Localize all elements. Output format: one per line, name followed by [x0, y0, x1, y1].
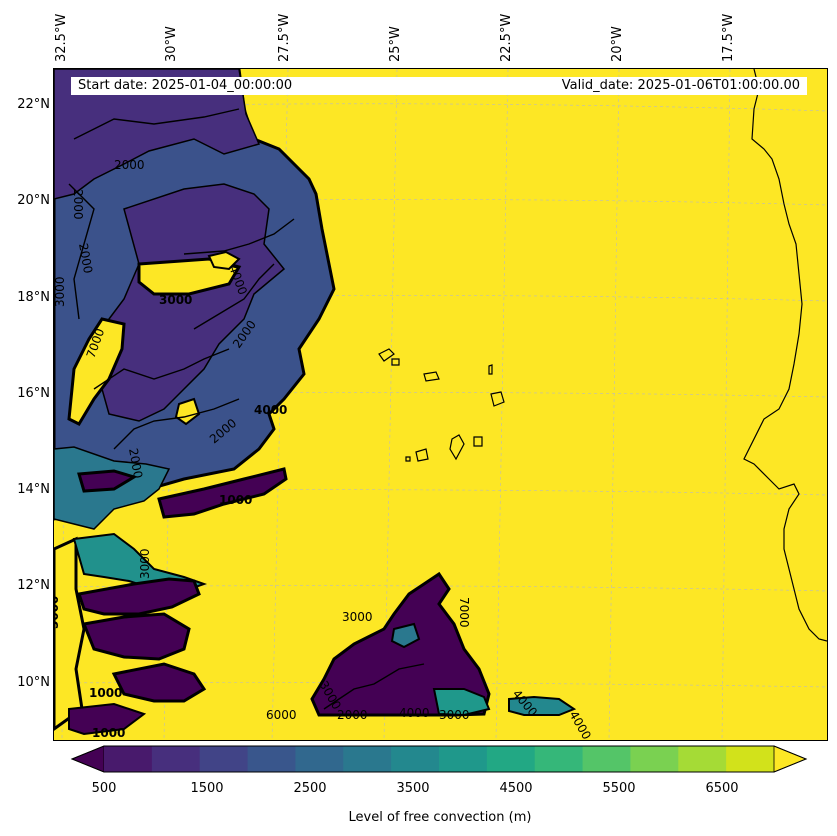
lon-tick-label: 27.5°W	[277, 13, 292, 62]
lat-tick-label: 12°N	[17, 578, 50, 593]
lfc-region-north	[54, 69, 336, 530]
colorbar-swatch	[678, 746, 727, 772]
map-canvas: 2000 2000 2000 2000 2000 2000 3000 3000 …	[54, 69, 827, 740]
contour-label: 5000	[54, 596, 61, 629]
colorbar-tick-label: 6500	[705, 781, 739, 796]
contour-label: 4000	[399, 706, 430, 720]
colorbar-tick-label: 1500	[190, 781, 224, 796]
colorbar-swatch	[199, 746, 249, 772]
contour-label: 1000	[219, 493, 252, 507]
colorbar-swatch	[630, 746, 679, 772]
colorbar-tick-label: 4500	[499, 781, 533, 796]
contour-label: 2000	[76, 242, 95, 275]
colorbar-swatch	[439, 746, 488, 772]
lfc-region-south	[310, 571, 577, 717]
colorbar-outline	[70, 745, 808, 773]
contour-label: 3000	[54, 276, 67, 307]
lat-tick-label: 16°N	[17, 386, 50, 401]
lat-tick-label: 10°N	[17, 675, 50, 690]
colorbar-swatch	[247, 746, 296, 772]
colorbar-tick-label: 2500	[293, 781, 327, 796]
colorbar-swatch	[151, 746, 201, 772]
contour-label: 1000	[92, 726, 125, 740]
colorbar-swatch	[726, 746, 775, 772]
colorbar-swatch	[104, 746, 153, 772]
contour-label: 3000	[138, 548, 152, 579]
colorbar-extend-min	[70, 745, 105, 773]
lfc-region-mid	[68, 467, 288, 736]
contour-label: 2000	[71, 189, 85, 220]
colorbar-tick-label: 500	[91, 781, 117, 796]
lat-tick-label: 20°N	[17, 193, 50, 208]
lon-tick-label: 20°W	[610, 26, 625, 62]
info-banner: Start date: 2025-01-04_00:00:00 Valid_da…	[71, 77, 807, 95]
lon-tick-label: 30°W	[164, 26, 179, 62]
colorbar-swatches	[70, 745, 808, 773]
colorbar-extend-max	[773, 745, 808, 773]
map-panel: 2000 2000 2000 2000 2000 2000 3000 3000 …	[53, 68, 828, 741]
colorbar-swatch	[582, 746, 631, 772]
colorbar-tick-label: 5500	[602, 781, 636, 796]
valid-date-label: Valid_date: 2025-01-06T01:00:00.00	[561, 78, 800, 93]
lon-tick-label: 25°W	[388, 26, 403, 62]
colorbar-swatch	[534, 746, 584, 772]
contour-label: 7000	[457, 597, 471, 628]
colorbar-swatch	[486, 746, 536, 772]
lon-tick-label: 32.5°W	[54, 13, 69, 62]
lat-tick-label: 14°N	[17, 482, 50, 497]
contour-label: 2000	[114, 158, 145, 172]
contour-label: 3000	[439, 708, 470, 722]
contour-lines	[68, 108, 425, 710]
lat-tick-label: 18°N	[17, 290, 50, 305]
colorbar-title: Level of free convection (m)	[348, 810, 532, 825]
contour-label: 4000	[566, 709, 593, 741]
contour-label: 2000	[126, 447, 145, 480]
colorbar-tick-label: 3500	[396, 781, 430, 796]
lfc-strip-west	[54, 536, 86, 731]
start-date-label: Start date: 2025-01-04_00:00:00	[78, 78, 293, 93]
contour-label: 1000	[89, 686, 122, 700]
contour-label: 3000	[159, 293, 192, 307]
colorbar	[70, 745, 808, 773]
colorbar-swatch	[343, 746, 392, 772]
colorbar-swatch	[391, 746, 440, 772]
colorbar-swatch	[295, 746, 344, 772]
contour-label: 6000	[266, 708, 297, 722]
lon-tick-label: 17.5°W	[721, 13, 736, 62]
contour-label: 4000	[254, 403, 287, 417]
coastlines	[378, 69, 827, 642]
contour-label: 2000	[337, 708, 368, 722]
lat-tick-label: 22°N	[17, 97, 50, 112]
lon-tick-label: 22.5°W	[499, 13, 514, 62]
contour-label: 3000	[342, 610, 373, 624]
